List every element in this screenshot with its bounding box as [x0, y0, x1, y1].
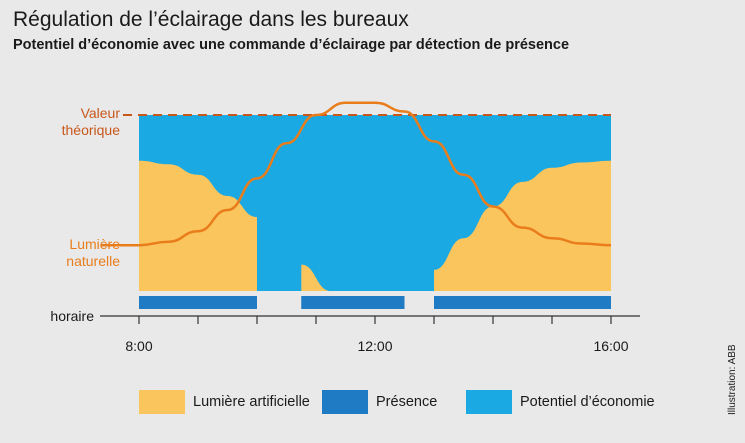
theoretical-label-line2: théorique: [62, 122, 121, 138]
tick-label-8: 8:00: [125, 338, 152, 354]
natural-label-line2: naturelle: [66, 253, 120, 269]
legend-swatch-presence: [322, 390, 368, 414]
legend-swatch-savings: [466, 390, 512, 414]
natural-label-line1: Lumière: [69, 236, 120, 252]
tick-label-12: 12:00: [357, 338, 392, 354]
artificial-light-area-2: [301, 264, 331, 291]
legend-swatch-artificial-light: [139, 390, 185, 414]
theoretical-label-line1: Valeur: [81, 105, 121, 121]
artificial-light-layer: [139, 160, 611, 291]
legend-item-presence: Présence: [322, 390, 437, 414]
artificial-light-area-3: [434, 160, 611, 291]
legend-label-artificial-light: Lumière artificielle: [193, 394, 310, 410]
presence-bar-3: [434, 296, 611, 309]
legend-label-presence: Présence: [376, 394, 438, 410]
chart-title: Régulation de l’éclairage dans les burea…: [13, 8, 409, 31]
x-axis-ticks: [138, 316, 612, 324]
presence-bar-2: [301, 296, 405, 309]
presence-layer: [139, 296, 611, 309]
tick-label-16: 16:00: [593, 338, 628, 354]
legend-label-savings: Potentiel d’économie: [520, 394, 655, 410]
legend-item-savings: Potentiel d’économie: [466, 390, 655, 414]
legend-item-artificial-light: Lumière artificielle: [139, 390, 310, 414]
chart-subtitle: Potentiel d’économie avec une commande d…: [13, 37, 570, 53]
artificial-light-area-1: [139, 160, 257, 291]
credit-wrap: Illustration: ABB: [727, 335, 741, 415]
illustration-credit: Illustration: ABB: [727, 344, 738, 415]
schedule-label: horaire: [50, 308, 94, 324]
natural-light-curve: [101, 101, 612, 247]
presence-bar-1: [139, 296, 257, 309]
